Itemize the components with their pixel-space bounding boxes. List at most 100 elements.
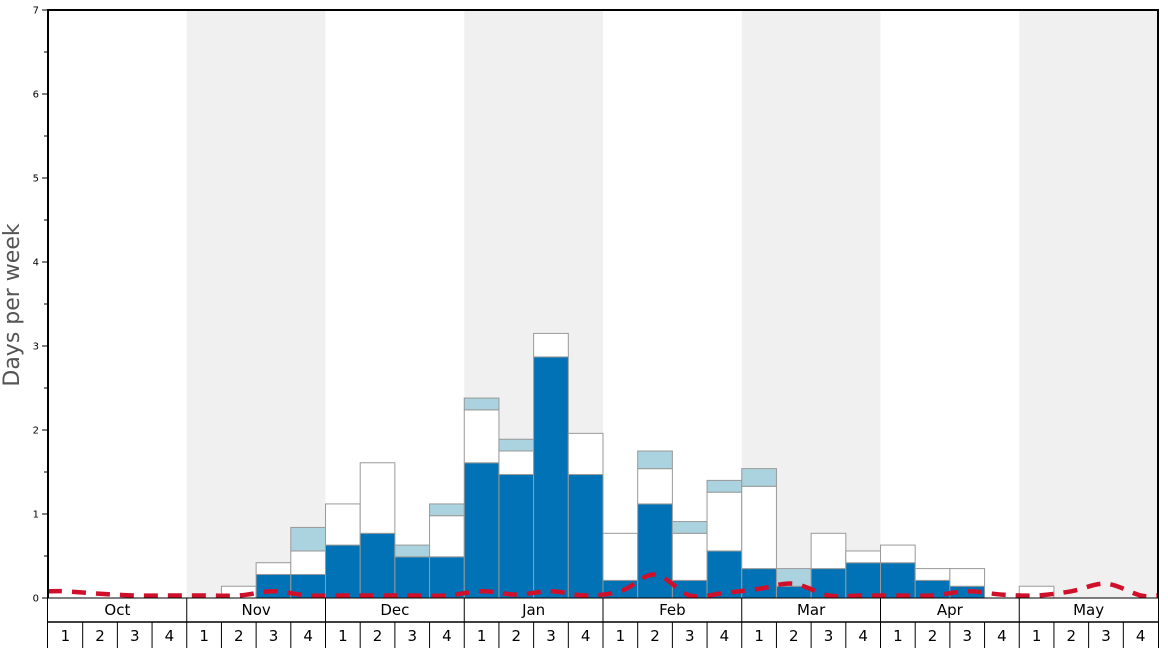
week-label: 1	[754, 627, 764, 645]
y-tick-label: 4	[33, 258, 39, 269]
bar-segment-dark	[637, 503, 673, 599]
bar-segment-white	[845, 550, 881, 564]
week-label: 1	[61, 627, 71, 645]
week-label: 4	[1136, 627, 1146, 645]
y-tick-label: 5	[33, 174, 39, 185]
bar-segment-white	[498, 450, 535, 476]
bar-segment-white	[325, 503, 361, 546]
y-tick-label: 7	[33, 6, 39, 17]
bar-segment-dark	[429, 556, 465, 599]
month-label: Nov	[241, 601, 270, 619]
bar-segment-dark	[533, 356, 569, 599]
week-label: 1	[338, 627, 348, 645]
bar-segment-white	[359, 462, 396, 534]
plot-frame	[47, 9, 1159, 648]
y-axis: 0 1 2 3 4 5 6 7	[33, 6, 48, 605]
week-label: 4	[858, 627, 868, 645]
bar-segment-light	[498, 438, 535, 452]
bar-segment-white	[810, 532, 847, 570]
bar-segment-dark	[255, 573, 292, 599]
bar-segment-white	[741, 485, 777, 570]
bar-segment-light	[671, 521, 708, 534]
month-band	[1019, 10, 1158, 598]
bar-segment-white	[880, 544, 916, 564]
bar-segment-dark	[463, 462, 500, 599]
week-label: 2	[650, 627, 660, 645]
bar-segment-dark	[567, 474, 604, 599]
week-label: 4	[303, 627, 313, 645]
line-series	[47, 572, 1159, 599]
bar-segment-white	[671, 532, 708, 581]
week-label: 3	[269, 627, 279, 645]
bar-segment-light	[741, 468, 777, 487]
bar-segment-light	[290, 526, 326, 552]
week-label: 4	[165, 627, 175, 645]
bar-segment-white	[533, 332, 569, 358]
week-label: 2	[1067, 627, 1077, 645]
x-axis: Oct 1 2 3 4 Nov 1 2 3 4 Dec 1 2 3 4 Jan 1 2 3 4 Feb 1 2 3 4 Mar 1 2…	[48, 597, 1158, 648]
y-tick-label: 6	[33, 90, 39, 101]
week-label: 3	[1101, 627, 1111, 645]
y-axis-label: Days per week	[0, 223, 25, 386]
week-label: 2	[234, 627, 244, 645]
week-label: 3	[962, 627, 972, 645]
bar-segment-white	[602, 532, 639, 581]
bar-segment-white	[429, 515, 465, 558]
week-label: 2	[512, 627, 522, 645]
week-label: 3	[407, 627, 417, 645]
bar-segment-white	[290, 550, 326, 575]
month-label: Jan	[521, 601, 545, 619]
bar-segment-dark	[810, 568, 847, 599]
bar-segment-white	[567, 432, 604, 476]
week-label: 1	[616, 627, 626, 645]
bar-segment-white	[706, 491, 743, 552]
bar-segment-dark	[498, 474, 535, 599]
bar-segment-light	[429, 503, 465, 517]
week-label: 2	[373, 627, 383, 645]
bar-segment-white	[949, 568, 986, 587]
y-tick-label: 3	[33, 342, 39, 353]
week-label: 4	[442, 627, 452, 645]
bar-segment-white	[914, 568, 951, 581]
week-label: 1	[477, 627, 487, 645]
month-label: Oct	[104, 601, 130, 619]
month-label: Mar	[797, 601, 826, 619]
month-label: Dec	[380, 601, 409, 619]
week-label: 2	[789, 627, 799, 645]
week-label: 3	[685, 627, 695, 645]
week-label: 4	[581, 627, 591, 645]
week-label: 2	[95, 627, 105, 645]
bar-segment-dark	[880, 562, 916, 599]
bar-segment-dark	[359, 532, 396, 599]
week-label: 3	[824, 627, 834, 645]
month-label: May	[1073, 601, 1104, 619]
month-band	[186, 10, 326, 598]
week-label: 4	[997, 627, 1007, 645]
month-label: Apr	[937, 601, 964, 619]
week-label: 1	[1032, 627, 1042, 645]
week-label: 1	[893, 627, 903, 645]
bar-segment-light	[463, 397, 500, 411]
bar-segment-dark	[394, 556, 431, 599]
y-tick-label: 2	[33, 426, 39, 437]
bar-segment-light	[637, 450, 673, 470]
week-label: 2	[928, 627, 938, 645]
trend-line	[47, 572, 1159, 599]
week-label: 3	[130, 627, 140, 645]
bar-segment-light	[394, 544, 431, 558]
month-label: Feb	[659, 601, 686, 619]
week-label: 4	[720, 627, 730, 645]
month-bands	[186, 10, 1158, 598]
y-tick-label: 0	[33, 594, 39, 605]
bar-segment-light	[706, 479, 743, 493]
bar-segment-dark	[845, 562, 881, 599]
week-label: 3	[546, 627, 556, 645]
bar-segment-dark	[325, 544, 361, 599]
week-label: 1	[199, 627, 209, 645]
bar-segment-white	[637, 468, 673, 505]
bar-segment-dark	[741, 568, 777, 599]
y-tick-label: 1	[33, 510, 39, 521]
bar-segment-white	[255, 562, 292, 575]
bar-series	[220, 332, 1055, 599]
